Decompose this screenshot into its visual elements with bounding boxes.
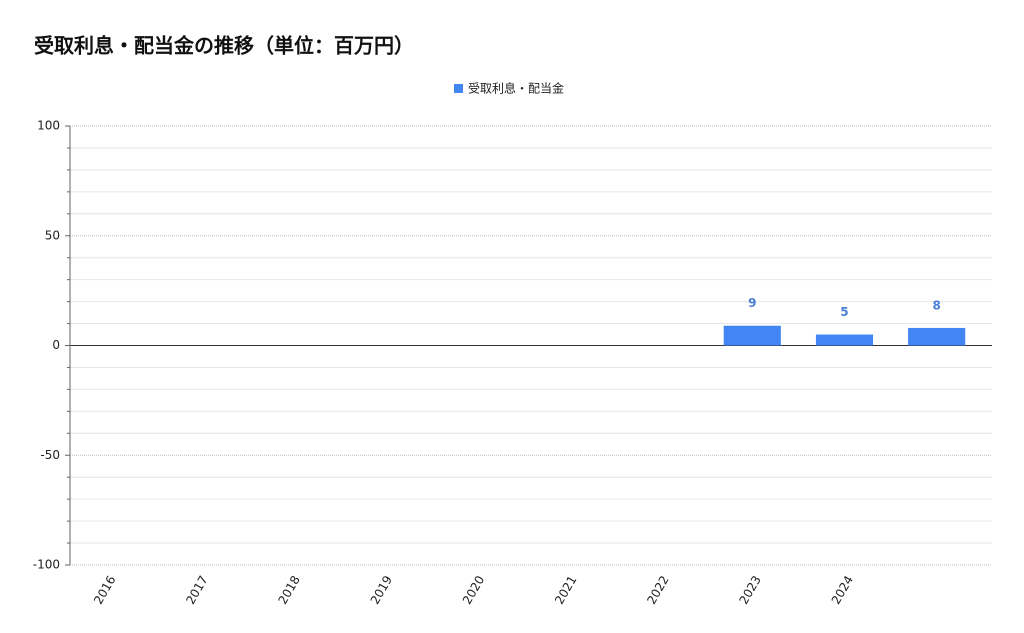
y-tick-label: 50	[45, 228, 60, 242]
value-label: 8	[933, 298, 941, 312]
chart-title: 受取利息・配当金の推移（単位：百万円）	[34, 34, 414, 58]
x-tick-label: 2020	[460, 573, 487, 606]
x-tick-label: 2018	[276, 573, 303, 606]
x-tick-label: 2016	[91, 573, 118, 606]
bar	[723, 325, 781, 346]
legend-swatch	[454, 84, 463, 93]
x-tick-label: 2023	[737, 573, 764, 606]
bar	[815, 334, 874, 346]
x-tick-label: 2017	[183, 573, 210, 606]
value-label: 5	[840, 305, 848, 319]
x-tick-label: 2019	[368, 573, 395, 606]
value-label: 9	[748, 296, 756, 310]
x-tick-label: 2024	[829, 573, 856, 606]
bar	[908, 327, 966, 346]
legend-label: 受取利息・配当金	[468, 81, 564, 96]
y-tick-label: -50	[40, 448, 60, 462]
y-tick-label: 100	[37, 119, 60, 133]
y-tick-label: 0	[52, 338, 60, 352]
x-tick-label: 2021	[552, 573, 579, 606]
x-tick-label: 2022	[644, 573, 671, 606]
y-tick-label: -100	[33, 558, 60, 572]
